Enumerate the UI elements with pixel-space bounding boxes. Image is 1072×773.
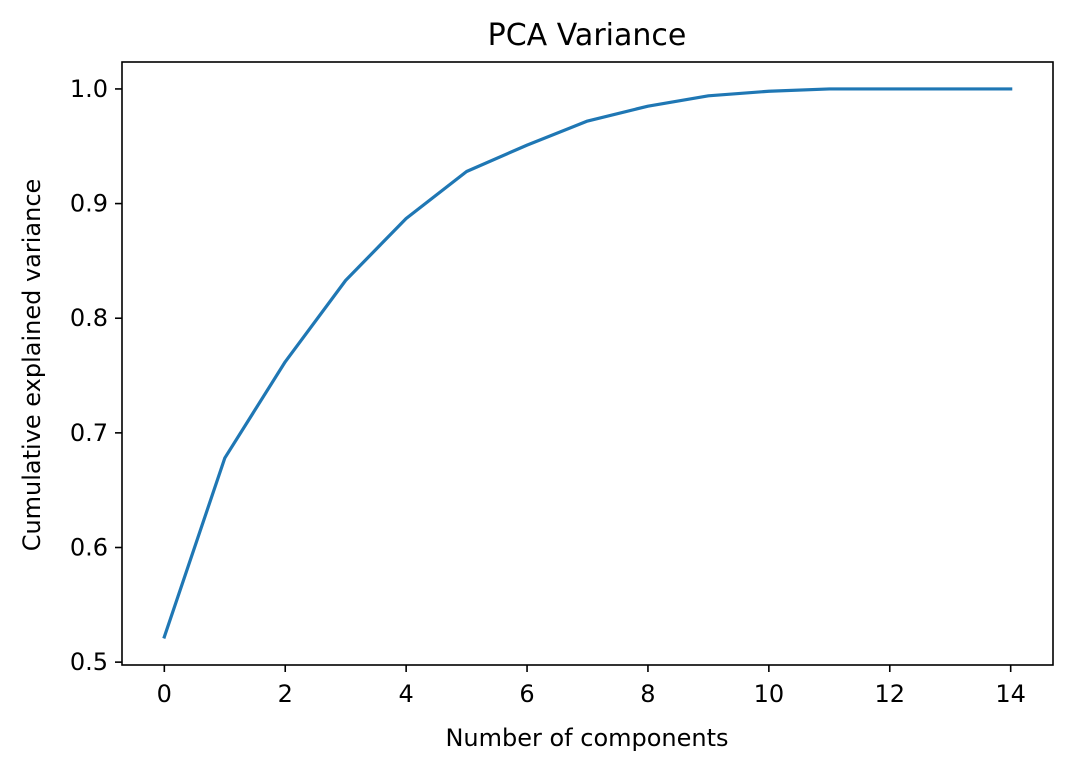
y-tick-label: 0.5 [70, 648, 108, 676]
series-line-0 [162, 87, 1013, 639]
x-tick-label: 14 [995, 680, 1026, 708]
x-tick-label: 2 [278, 680, 293, 708]
x-tick-label: 4 [398, 680, 413, 708]
y-tick-label: 0.6 [70, 534, 108, 562]
y-axis: 0.5 0.6 0.7 0.8 0.9 1.0 [70, 75, 122, 676]
chart-title: PCA Variance [488, 18, 687, 53]
x-tick-label: 0 [157, 680, 172, 708]
plot-frame [121, 61, 1054, 666]
x-tick-label: 12 [874, 680, 905, 708]
y-tick-label: 0.8 [70, 304, 108, 332]
x-tick-label: 8 [640, 680, 655, 708]
y-tick-label: 0.9 [70, 190, 108, 218]
y-axis-label: Cumulative explained variance [18, 179, 46, 552]
x-axis-label: Number of components [445, 724, 728, 752]
y-tick-label: 1.0 [70, 75, 108, 103]
y-tick-label: 0.7 [70, 419, 108, 447]
x-tick-label: 6 [519, 680, 534, 708]
x-axis: 0 2 4 6 8 10 12 14 [157, 665, 1026, 708]
plot-area [162, 87, 1013, 639]
x-tick-label: 10 [754, 680, 785, 708]
